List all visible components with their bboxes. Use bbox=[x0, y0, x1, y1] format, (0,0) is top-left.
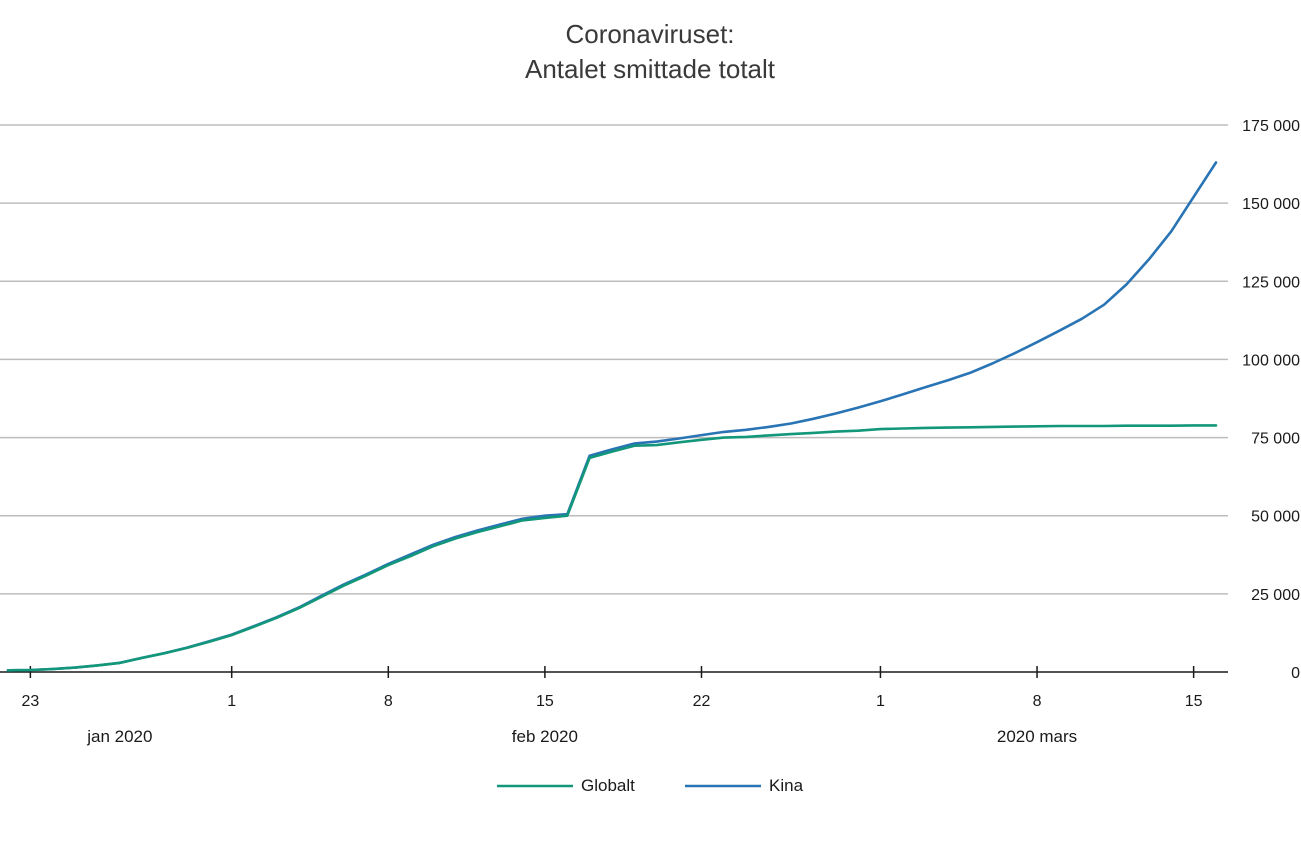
y-tick-label: 175 000 bbox=[1242, 118, 1300, 135]
y-tick-label: 0 bbox=[1291, 665, 1300, 682]
x-tick-label: 8 bbox=[1033, 693, 1042, 710]
x-tick-label: 1 bbox=[876, 693, 885, 710]
x-tick-label: 15 bbox=[1185, 693, 1203, 710]
series-lines bbox=[6, 161, 1218, 672]
chart-title-line-2: Antalet smittade totalt bbox=[525, 54, 776, 84]
x-tick-label: 1 bbox=[227, 693, 236, 710]
gridlines bbox=[0, 124, 1228, 595]
y-tick-label: 50 000 bbox=[1251, 509, 1300, 526]
month-label: 2020 mars bbox=[997, 727, 1077, 746]
x-tick-label: 15 bbox=[536, 693, 554, 710]
y-axis-ticks: 0 25 000 50 000 75 000 100 000 125 000 150 000… bbox=[1242, 118, 1300, 682]
x-tick-label: 23 bbox=[21, 693, 39, 710]
month-label: jan 2020 bbox=[86, 727, 152, 746]
month-label: feb 2020 bbox=[512, 727, 578, 746]
legend-label-globalt: Globalt bbox=[581, 776, 635, 795]
legend: Globalt Kina bbox=[497, 776, 804, 795]
y-tick-label: 75 000 bbox=[1251, 431, 1300, 448]
y-tick-label: 150 000 bbox=[1242, 196, 1300, 213]
y-tick-label: 100 000 bbox=[1242, 352, 1300, 369]
x-axis-ticks: 23 1 8 15 22 1 8 15 bbox=[21, 666, 1203, 710]
x-tick-label: 8 bbox=[384, 693, 393, 710]
legend-label-kina: Kina bbox=[769, 776, 804, 795]
x-tick-label: 22 bbox=[693, 693, 711, 710]
y-tick-label: 125 000 bbox=[1242, 274, 1300, 291]
series-line-globalt bbox=[6, 424, 1218, 672]
chart-title-line-1: Coronaviruset: bbox=[565, 19, 734, 49]
y-tick-label: 25 000 bbox=[1251, 587, 1300, 604]
x-axis-month-labels: jan 2020 feb 2020 2020 mars bbox=[86, 727, 1077, 746]
